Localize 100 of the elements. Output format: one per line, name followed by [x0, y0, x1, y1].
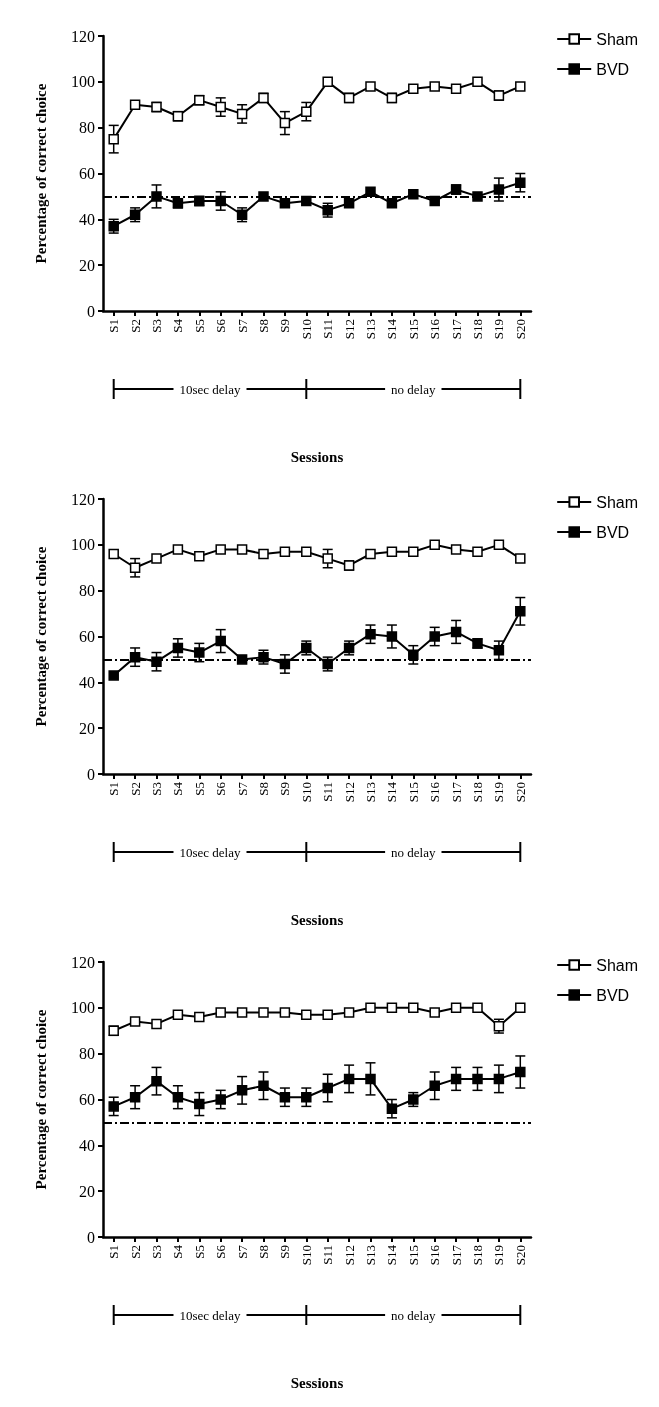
x-tick-label: S3 [149, 1245, 164, 1259]
point [365, 81, 376, 92]
legend-label: Sham [596, 956, 638, 974]
point [172, 544, 184, 555]
x-tick-label: S12 [341, 319, 357, 340]
point [515, 1066, 526, 1078]
point [472, 76, 483, 88]
x-tick-label: S10 [298, 319, 314, 340]
y-axis-title: Percentage of correct choice [32, 1009, 49, 1190]
x-tick-label: S1 [106, 319, 122, 333]
x-tick-label: S17 [448, 1244, 464, 1266]
y-tick-label: 120 [71, 953, 95, 971]
point [172, 1009, 184, 1020]
x-tick-label: S7 [234, 781, 250, 796]
point [343, 1073, 355, 1085]
text: no delay [391, 381, 436, 397]
x-tick-label: S11 [320, 319, 336, 339]
text: 10sec delay [179, 844, 241, 860]
y-tick-label: 60 [79, 165, 95, 182]
point [472, 1002, 483, 1014]
point [215, 1094, 226, 1105]
point [365, 628, 376, 640]
point [365, 548, 376, 560]
y-tick-label: 0 [87, 302, 95, 320]
x-tick-label: S12 [341, 1245, 357, 1266]
point [151, 553, 162, 564]
point [279, 117, 291, 129]
point [515, 1002, 526, 1014]
x-axis-title: Sessions [290, 448, 344, 465]
x-tick-label: S2 [127, 1245, 143, 1259]
point [236, 1085, 248, 1096]
x-tick-label: S13 [363, 319, 378, 340]
point [236, 108, 248, 120]
point [450, 1073, 462, 1085]
y-tick-label: 80 [79, 582, 95, 600]
point [215, 544, 226, 555]
x-tick-label: S2 [127, 319, 143, 333]
legend-label: Sham [596, 493, 638, 511]
point [322, 553, 333, 564]
x-tick-label: S3 [149, 319, 164, 333]
y-tick-label: 40 [79, 1136, 95, 1154]
point [322, 1009, 333, 1020]
point [343, 1007, 355, 1018]
point [429, 195, 440, 207]
point [450, 626, 462, 638]
point [322, 1082, 333, 1094]
point [129, 562, 141, 573]
x-tick-label: S16 [427, 1244, 443, 1266]
x-tick-label: S15 [405, 782, 421, 803]
point [408, 1002, 419, 1014]
y-axis-title: Percentage of correct choice [32, 546, 49, 727]
x-tick-label: S9 [277, 1245, 293, 1259]
x-tick-label: S5 [191, 1245, 207, 1259]
point [408, 649, 419, 661]
point [515, 553, 526, 564]
x-tick-label: S4 [170, 318, 186, 333]
x-tick-label: S10 [298, 1245, 314, 1266]
text: 10sec delay [179, 1307, 241, 1323]
x-tick-label: S7 [234, 1244, 250, 1259]
point [129, 1091, 141, 1103]
x-tick-label: S13 [363, 782, 378, 803]
x-tick-label: S13 [363, 1245, 378, 1266]
x-tick-label: S7 [234, 318, 250, 333]
text: 10sec delay [179, 381, 241, 397]
point [236, 1007, 248, 1018]
y-tick-label: 20 [79, 256, 95, 274]
point [386, 631, 398, 642]
x-tick-label: S5 [191, 319, 207, 333]
point [450, 544, 462, 555]
y-tick-label: 120 [71, 490, 95, 508]
x-tick-label: S16 [427, 781, 443, 803]
legend-label: BVD [596, 523, 630, 541]
point [215, 195, 226, 207]
point [429, 81, 440, 92]
x-tick-label: S15 [405, 319, 421, 340]
point [215, 101, 226, 113]
point [365, 186, 376, 198]
y-tick-label: 80 [79, 119, 95, 137]
x-tick-label: S20 [512, 1245, 528, 1266]
point [493, 184, 505, 195]
point [258, 1007, 269, 1018]
point [515, 606, 526, 617]
y-tick-label: 0 [87, 1228, 95, 1246]
point [279, 198, 291, 209]
point [429, 539, 440, 551]
x-tick-label: S4 [170, 1244, 186, 1259]
x-axis-title: Sessions [290, 1374, 344, 1391]
point [322, 76, 333, 88]
x-tick-label: S6 [213, 318, 229, 333]
point [236, 544, 248, 555]
y-tick-label: 0 [87, 765, 95, 783]
legend-label: BVD [596, 60, 630, 78]
x-tick-label: S18 [470, 319, 485, 340]
point [151, 1018, 162, 1030]
point [365, 1002, 376, 1014]
point [472, 191, 483, 202]
x-tick-label: S4 [170, 781, 186, 796]
point [472, 1073, 483, 1085]
point [279, 1091, 291, 1103]
point [194, 1011, 205, 1023]
